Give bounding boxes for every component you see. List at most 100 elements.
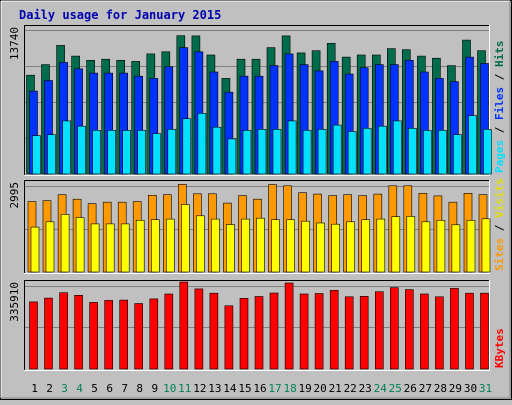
bar-sites-day-3 (60, 214, 70, 273)
x-tick-label-day-13: 13 (208, 382, 221, 395)
bar-pages-day-7 (122, 130, 131, 175)
x-tick-label-day-20: 20 (313, 382, 326, 395)
x-tick-label-day-28: 28 (434, 382, 447, 395)
x-tick-label-day-25: 25 (389, 382, 402, 395)
x-tick-label-day-5: 5 (91, 382, 98, 395)
bar-pages-day-17 (272, 129, 282, 175)
bar-kbytes-day-5 (89, 302, 98, 370)
bar-kbytes-day-27 (420, 293, 429, 370)
bar-kbytes-day-19 (299, 293, 309, 370)
bar-pages-day-15 (242, 130, 252, 175)
bar-pages-day-18 (287, 120, 297, 175)
legend-sites: Sites (493, 238, 506, 271)
bar-kbytes-day-21 (329, 290, 339, 370)
bar-pages-day-29 (453, 134, 462, 175)
bar-pages-day-11 (182, 118, 192, 175)
bar-sites-day-19 (301, 220, 310, 273)
bar-kbytes-day-12 (194, 288, 204, 370)
legend-pages: Pages (493, 140, 506, 173)
chart-title: Daily usage for January 2015 (19, 8, 221, 22)
bar-sites-day-7 (120, 223, 130, 273)
x-tick-label-day-6: 6 (106, 382, 113, 395)
bar-sites-day-24 (376, 218, 386, 273)
bar-kbytes-day-4 (74, 294, 83, 370)
bar-sites-day-12 (196, 215, 205, 273)
bar-pages-day-31 (483, 129, 492, 175)
x-tick-label-day-22: 22 (344, 382, 357, 395)
bar-sites-day-21 (331, 223, 341, 273)
bar-pages-day-4 (77, 125, 86, 175)
bar-kbytes-day-9 (149, 298, 159, 370)
x-tick-label-day-18: 18 (283, 382, 296, 395)
x-tick-label-day-24: 24 (374, 382, 388, 395)
legend-files: Files (493, 87, 506, 120)
bar-pages-day-3 (62, 120, 71, 175)
x-tick-label-day-8: 8 (136, 382, 143, 395)
bar-pages-day-21 (332, 124, 342, 175)
bar-kbytes-day-25 (389, 287, 399, 370)
bar-sites-day-9 (151, 219, 160, 273)
bar-sites-day-27 (421, 221, 431, 273)
bar-kbytes-day-8 (134, 303, 143, 370)
bar-kbytes-day-1 (29, 301, 38, 370)
bar-kbytes-day-2 (44, 297, 53, 370)
bar-sites-day-14 (226, 224, 235, 273)
bar-sites-day-1 (30, 226, 40, 273)
bar-pages-day-23 (362, 128, 372, 175)
bar-pages-day-30 (468, 115, 477, 175)
legend-separator: / (493, 120, 506, 140)
x-tick-label-day-1: 1 (31, 382, 38, 395)
bar-kbytes-day-29 (450, 288, 459, 370)
bar-kbytes-day-26 (404, 289, 414, 370)
x-tick-label-day-10: 10 (163, 382, 176, 395)
bar-sites-day-2 (45, 221, 55, 273)
bar-pages-day-19 (302, 130, 312, 175)
bar-sites-day-28 (436, 220, 446, 273)
x-tick-label-day-17: 17 (268, 382, 281, 395)
legend-kbytes: KBytes (493, 328, 506, 368)
bar-pages-day-22 (347, 131, 357, 175)
bar-kbytes-day-15 (239, 297, 249, 370)
bar-kbytes-day-30 (465, 292, 474, 370)
bar-sites-day-23 (361, 219, 371, 273)
bar-sites-day-4 (75, 217, 85, 273)
bar-sites-day-6 (105, 223, 115, 273)
bar-sites-day-17 (271, 219, 280, 273)
x-tick-label-day-14: 14 (223, 382, 237, 395)
panel-pages-files-hits-ymax-label: 13740 (8, 27, 21, 60)
legend-hits: Hits (493, 41, 506, 68)
bar-sites-day-15 (241, 218, 250, 273)
bar-sites-day-20 (316, 222, 325, 273)
bar-sites-day-18 (286, 219, 295, 273)
x-tick-label-day-23: 23 (359, 382, 372, 395)
x-tick-label-day-9: 9 (151, 382, 158, 395)
bar-sites-day-25 (391, 216, 401, 273)
x-tick-label-day-15: 15 (238, 382, 251, 395)
bar-kbytes-day-28 (435, 296, 444, 370)
bar-sites-day-16 (256, 217, 265, 273)
bar-kbytes-day-10 (164, 293, 174, 370)
bar-kbytes-day-3 (59, 292, 68, 370)
x-tick-label-day-16: 16 (253, 382, 266, 395)
bar-kbytes-day-14 (224, 305, 234, 370)
bar-kbytes-day-23 (359, 295, 369, 370)
panel-kbytes-legend: KBytes (493, 328, 506, 368)
bar-sites-day-22 (346, 221, 356, 273)
bar-kbytes-day-11 (179, 281, 189, 370)
bar-pages-day-20 (317, 129, 327, 175)
bar-pages-day-26 (407, 128, 417, 175)
x-tick-label-day-29: 29 (449, 382, 462, 395)
x-tick-label-day-21: 21 (329, 382, 342, 395)
panel-kbytes-ymax-label: 335910 (8, 282, 21, 322)
x-tick-label-day-7: 7 (121, 382, 128, 395)
bar-sites-day-30 (466, 220, 476, 273)
panel-sites-visits-legend: Sites / Visits (493, 178, 506, 271)
bar-pages-day-8 (137, 130, 146, 175)
bar-kbytes-day-17 (269, 292, 279, 370)
bar-sites-day-5 (90, 223, 100, 273)
bar-sites-day-8 (135, 220, 145, 273)
bar-pages-day-9 (152, 133, 162, 175)
bar-pages-day-12 (197, 113, 207, 175)
bar-kbytes-day-6 (104, 300, 113, 370)
bar-pages-day-1 (32, 135, 41, 175)
